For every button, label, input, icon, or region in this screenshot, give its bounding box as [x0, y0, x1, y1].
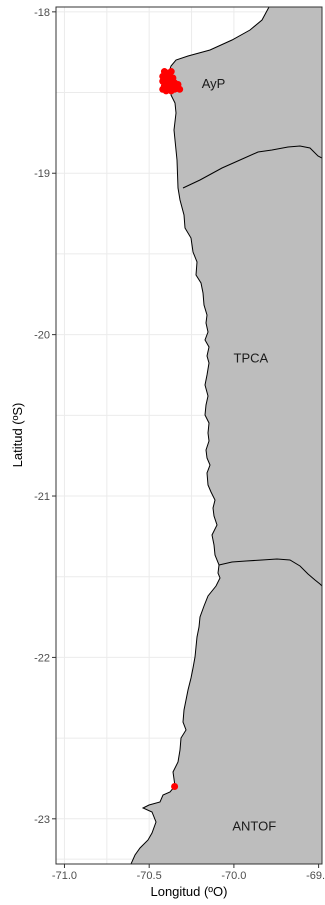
region-labels: AyP TPCA ANTOF — [202, 76, 276, 833]
y-tick-label: -18 — [34, 7, 50, 19]
y-axis: -18 -19 -20 -21 -22 -23 — [34, 7, 56, 826]
x-tick-label: -69.5 — [306, 870, 325, 882]
y-tick-label: -23 — [34, 814, 50, 826]
y-tick-label: -21 — [34, 491, 50, 503]
y-tick-label: -19 — [34, 168, 50, 180]
x-tick-label: -70.0 — [221, 870, 246, 882]
observation-points — [159, 68, 184, 791]
observation-point — [176, 85, 184, 93]
x-tick-label: -70.5 — [137, 870, 162, 882]
observation-point — [159, 85, 167, 93]
region-border-ayp-tpca — [182, 145, 322, 189]
x-tick-label: -71.0 — [52, 870, 77, 882]
observation-point — [171, 783, 179, 791]
x-axis-title: Longitud (ºO) — [150, 884, 227, 899]
panel-border — [55, 6, 323, 865]
region-label-ayp: AyP — [202, 76, 226, 91]
region-border-tpca-antof — [218, 558, 322, 587]
y-tick-label: -20 — [34, 330, 50, 342]
land-mass — [130, 7, 322, 864]
y-tick-label: -22 — [34, 652, 50, 664]
region-label-tpca: TPCA — [234, 350, 269, 365]
y-axis-title: Latitud (ºS) — [10, 403, 25, 468]
x-axis: -71.0 -70.5 -70.0 -69.5 — [52, 864, 325, 882]
region-label-antof: ANTOF — [232, 818, 276, 833]
observation-point — [171, 85, 179, 93]
